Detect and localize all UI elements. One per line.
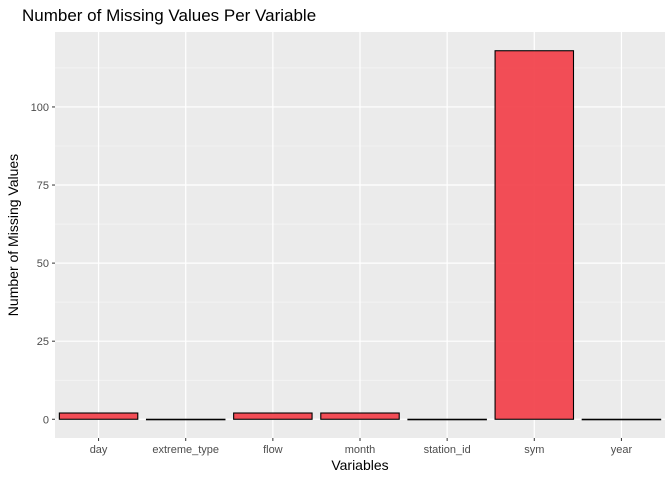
x-tick-label: flow: [263, 444, 283, 456]
x-axis-label: Variables: [331, 457, 388, 473]
x-tick-label: month: [345, 444, 376, 456]
bar-day: [58, 412, 139, 420]
y-tick-label: 100: [31, 102, 49, 114]
x-axis-ticks: day extreme_type flow month station_id sym yea…: [90, 438, 633, 456]
bar-flow: [233, 412, 313, 420]
x-tick-label: year: [611, 444, 633, 456]
bar-year: [581, 418, 662, 421]
y-tick-label: 0: [43, 414, 49, 426]
bars: [58, 50, 662, 421]
x-tick-label: day: [90, 444, 108, 456]
y-axis-ticks: 0 25 50 75 100: [31, 102, 55, 426]
chart-title: Number of Missing Values Per Variable: [22, 6, 316, 25]
y-tick-label: 50: [37, 258, 49, 270]
bar-sym: [494, 50, 575, 420]
x-tick-label: sym: [524, 444, 544, 456]
y-tick-label: 25: [37, 336, 49, 348]
x-tick-label: extreme_type: [152, 444, 219, 456]
x-tick-label: station_id: [424, 444, 471, 456]
y-tick-label: 75: [37, 180, 49, 192]
y-axis-label: Number of Missing Values: [5, 154, 21, 316]
bar-station-id: [407, 418, 487, 421]
bar-month: [320, 412, 400, 420]
bar-extreme-type: [145, 418, 226, 421]
